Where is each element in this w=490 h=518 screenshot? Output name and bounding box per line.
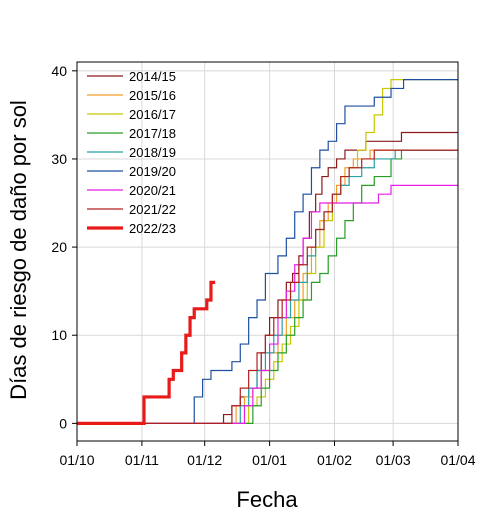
- x-tick-label: 01/02: [317, 452, 352, 468]
- x-tick-label: 01/10: [59, 452, 94, 468]
- y-tick-label: 10: [51, 327, 67, 343]
- y-tick-label: 30: [51, 151, 67, 167]
- legend-label: 2015/16: [129, 88, 176, 103]
- legend-label: 2014/15: [129, 69, 176, 84]
- legend-label: 2020/21: [129, 183, 176, 198]
- x-tick-label: 01/03: [376, 452, 411, 468]
- x-tick-label: 01/11: [125, 452, 159, 468]
- series-line-2017-18: [77, 149, 458, 424]
- legend-label: 2017/18: [129, 126, 176, 141]
- legend-label: 2021/22: [129, 202, 176, 217]
- y-tick-label: 40: [51, 63, 67, 79]
- x-tick-label: 01/01: [252, 452, 287, 468]
- legend: 2014/15 2015/16 2016/17 2017/18 2018/19 2019/…: [87, 69, 176, 236]
- y-tick-label: 20: [51, 239, 67, 255]
- legend-label: 2022/23: [129, 221, 176, 236]
- x-tick-label: 01/04: [440, 452, 475, 468]
- series-line-2022-23: [77, 280, 216, 425]
- x-axis-title: Fecha: [236, 487, 298, 512]
- series-lines: [77, 79, 458, 425]
- y-tick-label: 0: [59, 415, 67, 431]
- x-tick-label: 01/12: [187, 452, 222, 468]
- y-axis-title: Días de riesgo de daño por sol: [6, 100, 31, 400]
- plot-area: [76, 61, 459, 442]
- legend-label: 2016/17: [129, 107, 176, 122]
- series-line-2020-21: [77, 184, 458, 424]
- series-line-2018-19: [77, 149, 458, 424]
- series-line-2021-22: [77, 149, 458, 424]
- legend-label: 2018/19: [129, 145, 176, 160]
- x-axis: 01/10 01/11 01/12 01/01 01/02 01/03 01/04: [59, 441, 476, 468]
- legend-label: 2019/20: [129, 164, 176, 179]
- y-axis: 0 10 20 30 40: [51, 63, 77, 431]
- series-line-2019-20: [77, 79, 458, 424]
- plot-frame: [76, 61, 459, 442]
